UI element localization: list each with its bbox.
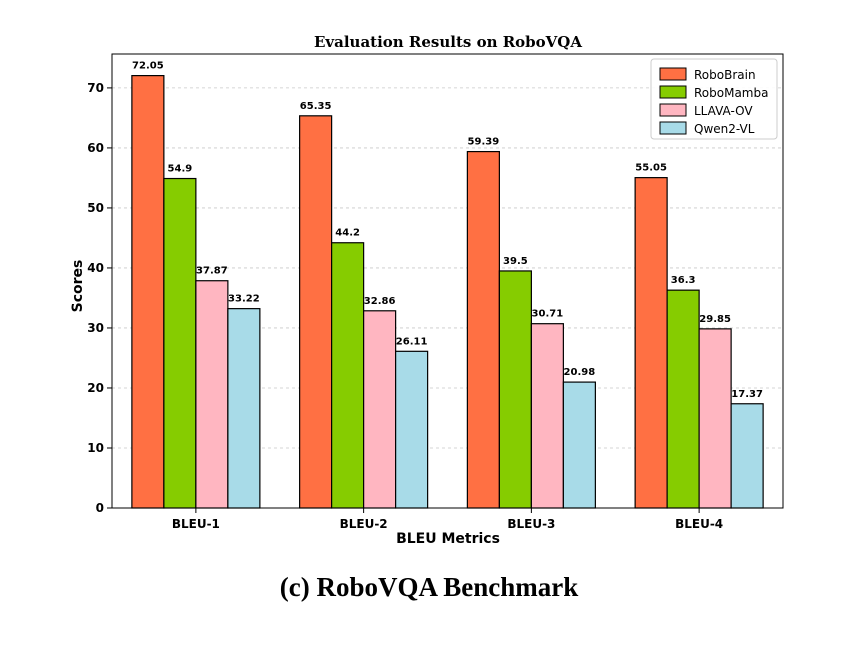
data-label: 17.37: [731, 389, 763, 400]
data-label: 72.05: [132, 61, 164, 72]
legend-label: RoboMamba: [694, 86, 768, 100]
data-label: 59.39: [468, 137, 500, 148]
y-tick-label: 30: [87, 321, 104, 335]
x-tick-label: BLEU-1: [172, 517, 220, 531]
bar-robobrain-bleu-1: [131, 75, 165, 509]
x-axis-label: BLEU Metrics: [396, 531, 500, 547]
data-label: 29.85: [699, 314, 731, 325]
legend-swatch: [659, 85, 687, 99]
data-label: 32.86: [364, 296, 396, 307]
bar-robomamba-bleu-1: [163, 177, 197, 509]
bar-qwen2-vl-bleu-3: [562, 381, 596, 509]
bar-robomamba-bleu-2: [331, 242, 365, 509]
bar-qwen2-vl-bleu-2: [395, 350, 429, 509]
plot-frame: [111, 53, 784, 509]
data-label: 55.05: [635, 163, 667, 174]
legend-swatch: [659, 67, 687, 81]
legend: RoboBrain RoboMamba LLAVA-OV Qwen2-VL: [650, 58, 778, 140]
bar-robobrain-bleu-2: [299, 115, 333, 509]
data-label: 44.2: [335, 228, 360, 239]
chart-title: Evaluation Results on RoboVQA: [314, 33, 582, 51]
bar-llava-ov-bleu-1: [195, 280, 229, 509]
legend-label: Qwen2-VL: [694, 122, 755, 136]
data-label: 30.71: [532, 309, 564, 320]
y-tick-label: 20: [87, 381, 104, 395]
y-tick-label: 60: [87, 141, 104, 155]
legend-swatch: [659, 121, 687, 135]
bar-robomamba-bleu-4: [666, 289, 700, 509]
bar-qwen2-vl-bleu-4: [730, 403, 764, 509]
legend-label: RoboBrain: [694, 68, 756, 82]
data-labels: 72.05 54.9 37.87 33.22 65.35 44.2 32.86 26.11 59…: [132, 61, 763, 400]
y-tick-label: 0: [96, 501, 104, 515]
legend-swatch: [659, 103, 687, 117]
bars: [131, 75, 764, 509]
data-label: 54.9: [168, 164, 193, 175]
legend-label: LLAVA-OV: [694, 104, 753, 118]
bar-robobrain-bleu-4: [634, 177, 668, 509]
data-label: 26.11: [396, 336, 428, 347]
x-tick-label: BLEU-3: [507, 517, 555, 531]
bar-qwen2-vl-bleu-1: [227, 308, 261, 509]
data-label: 20.98: [564, 367, 596, 378]
x-tick-label: BLEU-2: [340, 517, 388, 531]
x-tick-label: BLEU-4: [675, 517, 723, 531]
bar-llava-ov-bleu-3: [530, 323, 564, 509]
y-tick-label: 70: [87, 81, 104, 95]
figure-caption: (c) RoboVQA Benchmark: [279, 572, 579, 602]
bar-chart: Evaluation Results on RoboVQA 72.05 54.9 3…: [70, 33, 784, 547]
data-label: 33.22: [228, 294, 260, 305]
y-tick-label: 50: [87, 201, 104, 215]
y-tick-label: 10: [87, 441, 104, 455]
x-axis: BLEU-1 BLEU-2 BLEU-3 BLEU-4: [172, 508, 723, 531]
data-label: 36.3: [671, 275, 696, 286]
data-label: 65.35: [300, 101, 332, 112]
data-label: 39.5: [503, 256, 528, 267]
bar-llava-ov-bleu-2: [363, 310, 397, 509]
y-axis-label: Scores: [70, 260, 86, 313]
bar-llava-ov-bleu-4: [698, 328, 732, 509]
bar-robomamba-bleu-3: [498, 270, 532, 509]
data-label: 37.87: [196, 266, 228, 277]
y-tick-label: 40: [87, 261, 104, 275]
y-axis: 0 10 20 30 40 50 60 70: [87, 81, 112, 515]
bar-robobrain-bleu-3: [466, 150, 500, 509]
